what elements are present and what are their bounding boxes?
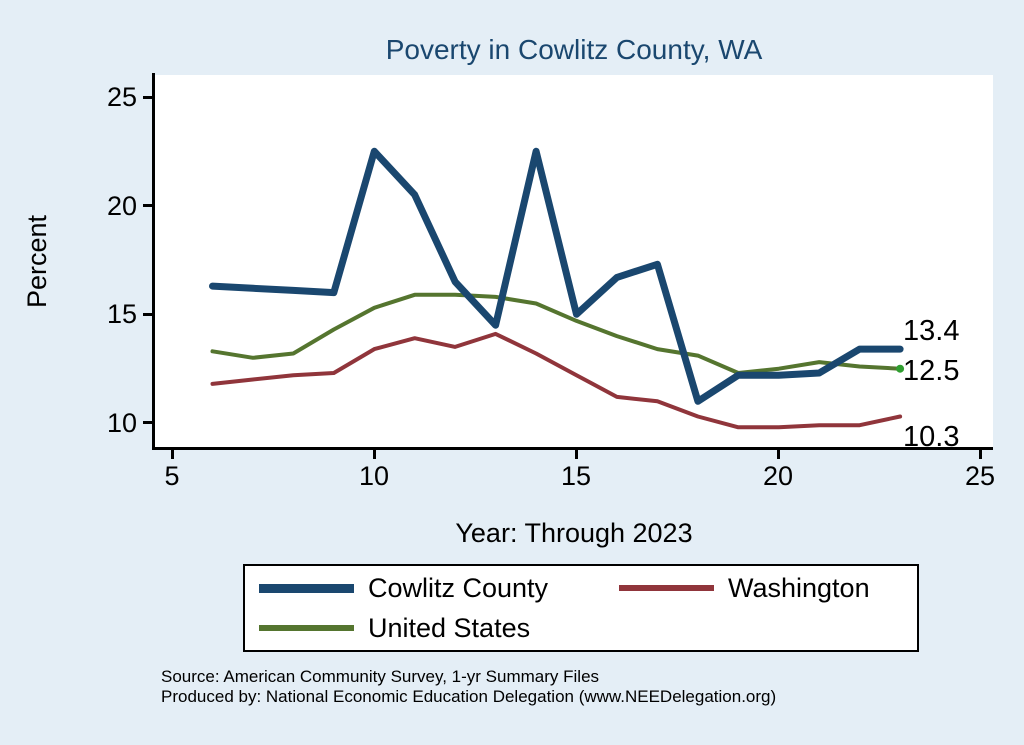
x-tick-label: 20 [762,461,794,491]
x-tick-label: 5 [164,461,180,491]
washington-line-swatch [619,585,714,591]
legend-item-united-states: United States [259,613,619,644]
legend-label: United States [368,612,531,643]
y-tick-25 [143,96,152,99]
x-tick-label: 15 [560,461,592,491]
cowlitz-county-line-swatch [259,583,354,593]
legend-item-washington: Washington [619,573,917,604]
end-label-united-states: 12.5 [903,355,960,387]
united-states-line-swatch [259,625,354,631]
produced-by-note-line: Produced by: National Economic Education… [161,687,777,706]
x-tick-15 [575,450,578,459]
y-tick-15 [143,313,152,316]
x-tick-label: 10 [358,461,390,491]
x-axis-line [152,447,993,450]
legend-item-cowlitz-county: Cowlitz County [259,573,619,604]
plot-area [155,75,993,447]
end-label-washington: 10.3 [903,421,960,453]
y-axis-title: Percent [22,214,52,308]
legend-label: Cowlitz County [368,572,549,603]
united-states-end-marker [896,364,905,373]
line-united-states [210,292,903,375]
plot-lines-svg [209,147,905,430]
line-cowlitz-county [209,147,904,405]
y-axis-line [152,73,155,450]
y-tick-label: 15 [106,299,137,329]
y-tick-20 [143,204,152,207]
legend: Cowlitz County Washington United States [243,564,919,652]
y-tick-label: 20 [106,191,137,221]
end-label-cowlitz-county: 13.4 [903,315,960,347]
source-notes: Source: American Community Survey, 1-yr … [161,667,776,707]
x-tick-5 [171,450,174,459]
y-tick-10 [143,421,152,424]
legend-label: Washington [728,572,870,603]
chart-title: Poverty in Cowlitz County, WA [385,34,763,65]
y-tick-label: 10 [106,408,137,438]
x-tick-10 [373,450,376,459]
source-note-line: Source: American Community Survey, 1-yr … [161,667,600,686]
x-axis-title: Year: Through 2023 [455,518,693,548]
x-tick-label: 25 [964,461,996,491]
x-tick-25 [979,450,982,459]
x-tick-20 [777,450,780,459]
y-tick-label: 25 [106,82,137,112]
line-washington [210,331,903,430]
